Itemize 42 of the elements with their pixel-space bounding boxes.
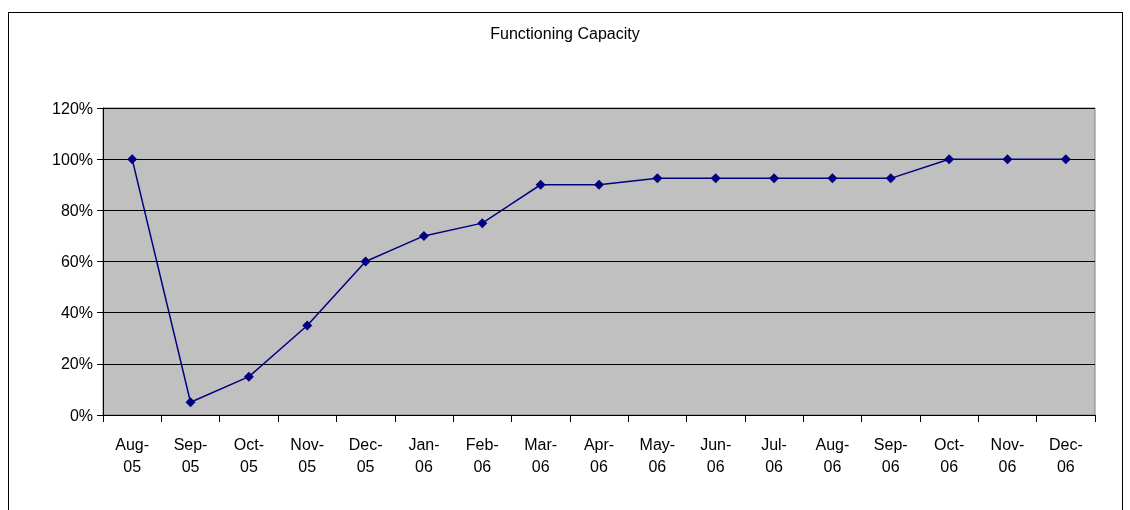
point bbox=[302, 320, 313, 331]
x-tick-label: Feb-06 bbox=[465, 435, 499, 475]
point bbox=[827, 173, 838, 184]
x-tick-label: Sep-05 bbox=[173, 435, 208, 475]
point bbox=[652, 173, 663, 184]
x-tick-label: Oct-06 bbox=[934, 435, 965, 475]
y-tick-label: 80% bbox=[60, 201, 93, 219]
y-tick-label: 40% bbox=[60, 304, 93, 322]
x-tick-label: Oct-05 bbox=[233, 435, 264, 475]
x-tick-label: Nov-06 bbox=[990, 435, 1025, 475]
y-tick-label: 100% bbox=[52, 150, 93, 168]
point bbox=[243, 371, 254, 382]
x-tick-label: Sep-06 bbox=[873, 435, 908, 475]
point bbox=[360, 256, 371, 267]
point bbox=[185, 397, 196, 408]
point bbox=[885, 173, 896, 184]
point bbox=[944, 154, 955, 165]
point bbox=[594, 179, 604, 190]
y-tick-label: 20% bbox=[60, 355, 93, 373]
point bbox=[1060, 154, 1071, 165]
x-tick-label: Jul-06 bbox=[761, 435, 787, 475]
point bbox=[127, 154, 138, 165]
x-tick-label: Jun-06 bbox=[700, 435, 732, 475]
x-tick-label: Aug-06 bbox=[815, 435, 850, 475]
x-tick-label: Dec-05 bbox=[348, 435, 383, 475]
point bbox=[1002, 154, 1013, 165]
y-tick-label: 0% bbox=[69, 406, 93, 424]
x-tick-label: Apr-06 bbox=[583, 435, 615, 475]
x-tick-label: Dec-06 bbox=[1048, 435, 1083, 475]
x-tick-label: May-06 bbox=[639, 435, 676, 475]
x-tick-label: Jan-06 bbox=[408, 435, 440, 475]
point bbox=[418, 230, 429, 241]
y-tick-label: 120% bbox=[52, 99, 93, 117]
x-tick-label: Mar-06 bbox=[524, 435, 558, 475]
point bbox=[477, 218, 488, 229]
point bbox=[535, 179, 546, 190]
y-tick-label: 60% bbox=[60, 253, 93, 270]
x-tick-label: Aug-05 bbox=[115, 435, 150, 475]
point bbox=[710, 173, 721, 184]
chart-title: Functioning Capacity bbox=[490, 24, 640, 42]
point bbox=[769, 173, 780, 184]
x-tick-label: Nov-05 bbox=[290, 435, 325, 475]
